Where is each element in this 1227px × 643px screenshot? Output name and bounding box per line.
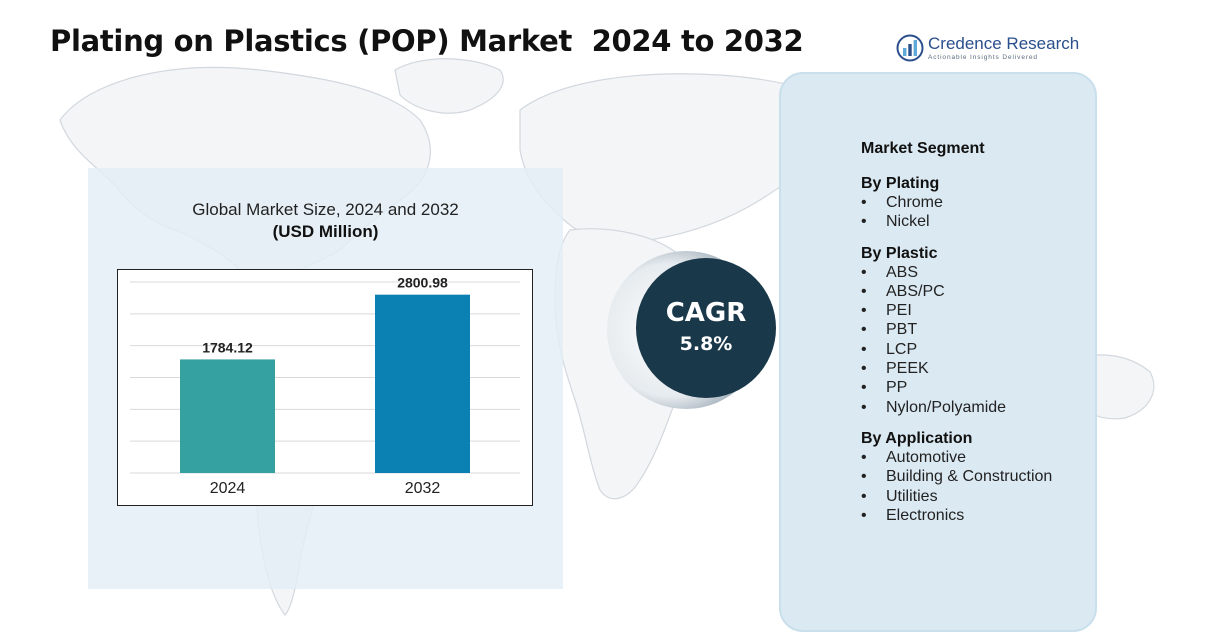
cagr-label: CAGR bbox=[665, 298, 747, 328]
page-title: Plating on Plastics (POP) Market 2024 to… bbox=[50, 24, 804, 58]
segment-list-item: • ABS/PC bbox=[861, 282, 1093, 301]
segment-group: By Plating • Chrome • Nickel bbox=[861, 174, 1093, 232]
segment-item-label: Nylon/Polyamide bbox=[886, 398, 1007, 416]
segment-groups: By Plating • Chrome • Nickel By Plastic • ABS • A… bbox=[861, 174, 1093, 525]
segment-group-title: By Application bbox=[861, 429, 973, 447]
segment-list: • ABS • ABS/PC • PEI • PBT • LCP • PEEK • PP • Nylon/Po… bbox=[861, 263, 1093, 417]
cagr-badge: CAGR 5.8% bbox=[636, 258, 776, 398]
bullet-icon: • bbox=[861, 448, 867, 466]
segment-list-item: • Nickel bbox=[861, 212, 1093, 231]
segment-list-item: • Automotive bbox=[861, 448, 1093, 467]
data-label: 2800.98 bbox=[397, 275, 448, 291]
segment-item-label: Chrome bbox=[886, 194, 943, 211]
bullet-icon: • bbox=[861, 321, 867, 339]
segment-item-label: Building & Construction bbox=[886, 468, 1053, 486]
segment-group-title: By Plating bbox=[861, 175, 940, 192]
chart-title: Global Market Size, 2024 and 2032 bbox=[192, 200, 459, 219]
segment-item-label: Nickel bbox=[886, 213, 930, 231]
segment-list-item: • LCP bbox=[861, 340, 1093, 359]
bar-chart: 1784.12 2024 2800.98 2032 bbox=[130, 275, 520, 497]
bullet-icon: • bbox=[861, 360, 867, 378]
segment-list: • Chrome • Nickel bbox=[861, 193, 1093, 232]
bullet-icon: • bbox=[861, 263, 867, 281]
bullet-icon: • bbox=[861, 194, 867, 211]
bullet-icon: • bbox=[861, 379, 867, 397]
bullet-icon: • bbox=[861, 213, 867, 231]
segment-item-label: ABS bbox=[886, 263, 919, 281]
segment-list-item: • Chrome bbox=[861, 193, 1093, 212]
segment-list-item: • ABS bbox=[861, 263, 1093, 282]
logo-tagline: Actionable Insights Delivered bbox=[928, 54, 1038, 61]
segment-item-label: PBT bbox=[886, 321, 918, 339]
segment-group-title: By Plastic bbox=[861, 244, 938, 262]
market-size-chart-panel: Global Market Size, 2024 and 2032 (USD M… bbox=[88, 168, 563, 589]
x-tick-label: 2024 bbox=[210, 480, 246, 497]
bullet-icon: • bbox=[861, 282, 867, 300]
chart-plot-area: 1784.12 2024 2800.98 2032 bbox=[117, 269, 533, 506]
bullet-icon: • bbox=[861, 468, 867, 486]
segment-item-label: Electronics bbox=[886, 506, 965, 524]
segment-group: By Application • Automotive • Building & Con… bbox=[861, 429, 1093, 525]
logo-name: Credence Research bbox=[928, 34, 1080, 53]
bullet-icon: • bbox=[861, 487, 867, 505]
segment-item-label: PEEK bbox=[886, 360, 929, 378]
segment-list-item: • PEEK bbox=[861, 359, 1093, 378]
segment-list-item: • PP bbox=[861, 378, 1093, 397]
x-tick-label: 2032 bbox=[405, 480, 441, 497]
cagr-value: 5.8% bbox=[679, 333, 733, 355]
segment-list: • Automotive • Building & Construction • Util… bbox=[861, 448, 1093, 525]
segment-item-label: ABS/PC bbox=[886, 282, 945, 300]
bullet-icon: • bbox=[861, 398, 867, 416]
segment-list-item: • Electronics bbox=[861, 506, 1093, 525]
segment-list-item: • Nylon/Polyamide bbox=[861, 398, 1093, 417]
data-label: 1784.12 bbox=[202, 339, 253, 355]
segment-list-item: • Utilities bbox=[861, 487, 1093, 506]
segment-group: By Plastic • ABS • ABS/PC • PEI • PBT • LCP • PEEK • P… bbox=[861, 244, 1093, 417]
segment-item-label: PEI bbox=[886, 302, 912, 320]
segment-item-label: Utilities bbox=[886, 487, 938, 505]
segment-item-label: PP bbox=[886, 379, 908, 397]
bar bbox=[375, 294, 470, 473]
segment-list-item: • PEI bbox=[861, 301, 1093, 320]
bullet-icon: • bbox=[861, 302, 867, 320]
market-segment-heading: Market Segment bbox=[861, 140, 985, 157]
segment-list-item: • Building & Construction bbox=[861, 467, 1093, 486]
chart-subtitle: (USD Million) bbox=[272, 222, 379, 241]
credence-research-logo: Credence Research Actionable Insights De… bbox=[896, 34, 1086, 64]
bullet-icon: • bbox=[861, 340, 867, 358]
segment-list-item: • PBT bbox=[861, 320, 1093, 339]
bullet-icon: • bbox=[861, 506, 867, 524]
market-segment-panel: Market Segment By Plating • Chrome • Nickel B… bbox=[779, 72, 1097, 632]
segment-item-label: Automotive bbox=[886, 448, 967, 466]
bar bbox=[180, 359, 275, 473]
segment-item-label: LCP bbox=[886, 340, 918, 358]
market-segment-content: Market Segment By Plating • Chrome • Nickel B… bbox=[861, 140, 1093, 537]
bar-chart-logo-icon bbox=[896, 34, 924, 62]
